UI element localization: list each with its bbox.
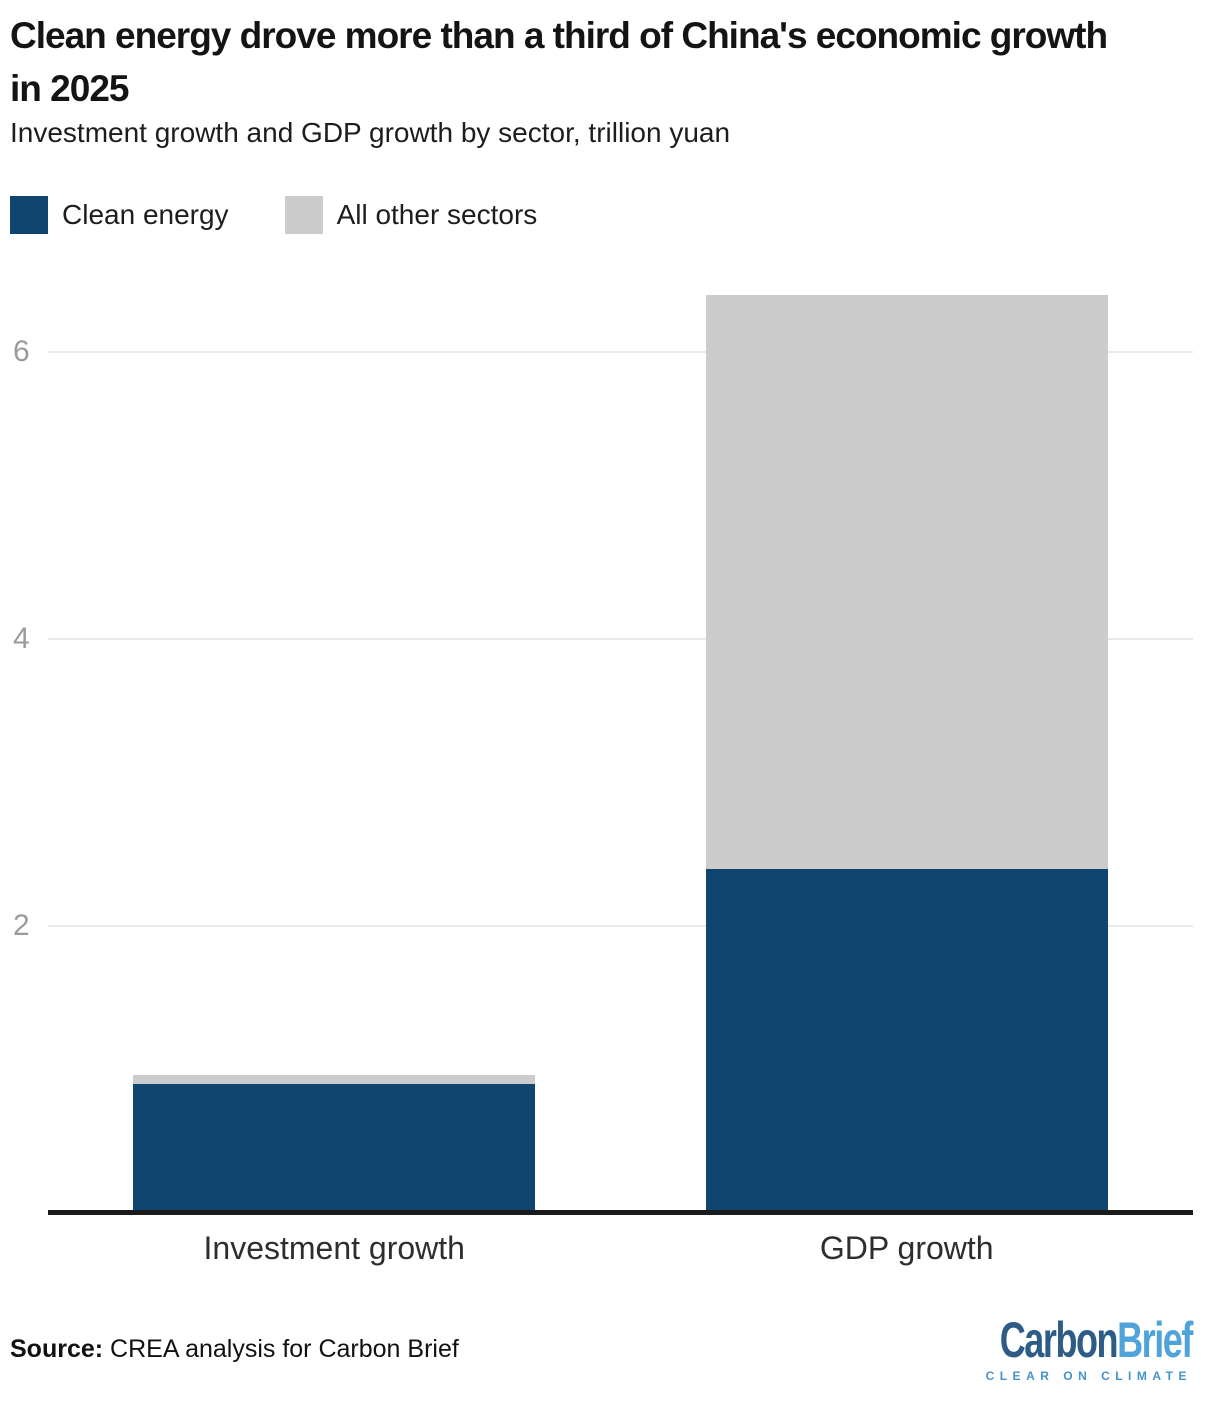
chart-subtitle: Investment growth and GDP growth by sect…: [10, 117, 731, 148]
legend-label-clean-energy: Clean energy: [62, 199, 229, 230]
chart-title: Clean energy drove more than a third of …: [10, 15, 1108, 109]
bar-gdp-growth-all-other-sectors: [705, 294, 1108, 869]
y-tick-label-4: 4: [13, 622, 30, 655]
y-tick-label-2: 2: [13, 909, 30, 942]
source-line: Source: CREA analysis for Carbon Brief: [10, 1335, 459, 1364]
y-tick-label-6: 6: [13, 335, 30, 368]
legend-label-all-other-sectors: All other sectors: [336, 199, 538, 230]
x-axis-line: [48, 1210, 1193, 1215]
bar-investment-growth-clean-energy: [133, 1083, 536, 1213]
gridline-6: [48, 351, 1193, 353]
all-other-sectors-swatch: [284, 196, 323, 234]
logo-brief-text: Brief: [1117, 1312, 1193, 1368]
x-axis-label-gdp-growth: GDP growth: [819, 1230, 994, 1266]
source-text: CREA analysis for Carbon Brief: [103, 1335, 459, 1363]
logo-tagline: CLEAR ON CLIMATE: [985, 1368, 1192, 1383]
bar-gdp-growth-clean-energy: [705, 868, 1108, 1213]
x-axis-label-investment-growth: Investment growth: [203, 1230, 465, 1266]
logo-wordmark: CarbonBrief: [999, 1312, 1194, 1368]
legend-item-all-other-sectors: All other sectors: [284, 196, 538, 234]
bar-investment-growth-all-other-sectors: [133, 1075, 536, 1084]
logo-carbon-text: Carbon: [999, 1312, 1119, 1368]
legend: Clean energy All other sectors: [10, 196, 537, 234]
clean-energy-swatch: [10, 196, 48, 234]
gridline-4: [48, 638, 1193, 640]
gridline-2: [48, 925, 1193, 927]
source-label: Source:: [10, 1335, 104, 1363]
legend-item-clean-energy: Clean energy: [10, 196, 229, 234]
carbon-brief-logo: CarbonBrief CLEAR ON CLIMATE: [925, 1312, 1194, 1383]
